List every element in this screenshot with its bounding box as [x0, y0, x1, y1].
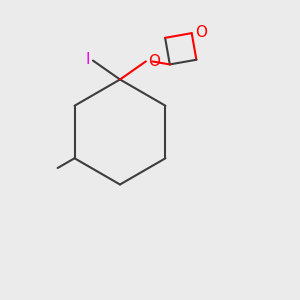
Text: O: O	[195, 25, 207, 40]
Text: I: I	[85, 52, 90, 68]
Text: O: O	[148, 54, 160, 69]
